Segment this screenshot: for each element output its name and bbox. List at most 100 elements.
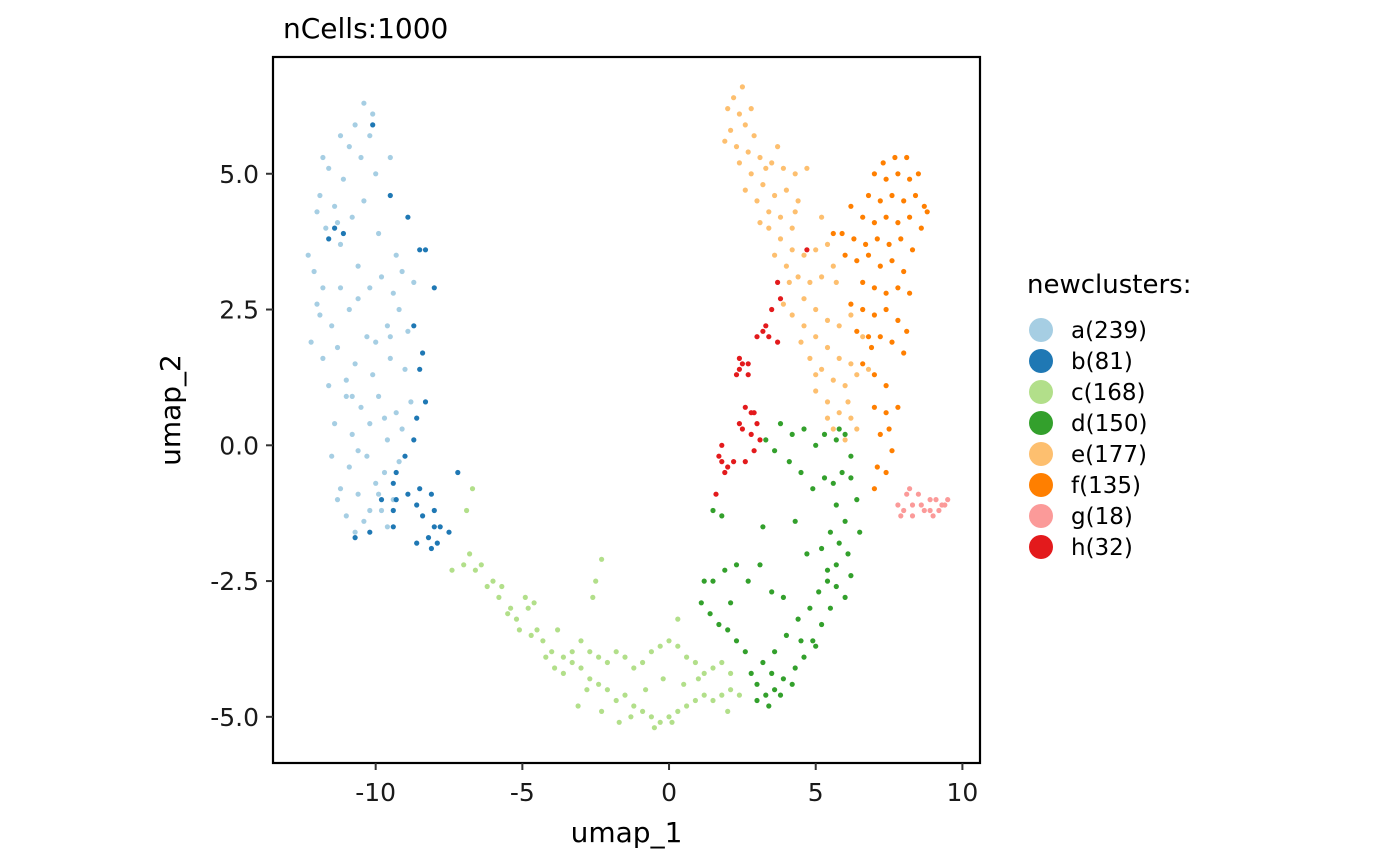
data-point <box>364 334 370 340</box>
legend-label: c(168) <box>1071 380 1146 406</box>
data-point <box>334 344 341 351</box>
data-point <box>757 154 763 161</box>
data-point <box>405 214 411 220</box>
data-point <box>733 638 740 644</box>
legend-key <box>1029 380 1053 404</box>
data-point <box>786 279 792 285</box>
data-point <box>909 247 916 253</box>
data-point <box>376 491 382 497</box>
data-point <box>414 415 420 421</box>
data-point <box>889 258 895 264</box>
data-point <box>326 165 332 171</box>
data-point <box>719 459 725 465</box>
data-point <box>648 649 655 655</box>
data-point <box>757 220 763 226</box>
data-point <box>801 323 807 329</box>
data-point <box>352 122 358 128</box>
data-point <box>860 334 866 340</box>
data-point <box>813 643 819 649</box>
data-point <box>739 361 746 367</box>
data-point <box>320 355 326 361</box>
data-point <box>725 708 731 715</box>
data-point <box>660 676 666 682</box>
data-point <box>731 459 737 465</box>
data-point <box>860 361 866 367</box>
data-point <box>317 312 323 318</box>
data-point <box>716 621 722 628</box>
data-point <box>472 567 478 573</box>
data-point <box>425 535 432 541</box>
x-tick-label: 5 <box>808 778 824 807</box>
legend-label: d(150) <box>1071 411 1147 437</box>
data-point <box>710 578 716 584</box>
data-point <box>783 263 790 269</box>
data-point <box>449 567 455 573</box>
data-point <box>367 285 373 291</box>
data-point <box>549 649 555 655</box>
data-point <box>763 437 769 443</box>
data-point <box>918 502 924 508</box>
data-point <box>710 507 716 514</box>
data-point <box>469 486 476 492</box>
data-point <box>760 524 766 530</box>
data-point <box>766 703 772 709</box>
data-point <box>346 144 352 150</box>
data-point <box>414 540 420 546</box>
data-point <box>836 410 842 416</box>
data-point <box>681 681 687 687</box>
data-point <box>895 285 901 291</box>
data-point <box>417 366 423 372</box>
data-point <box>901 268 907 275</box>
data-point <box>860 279 866 285</box>
series-6 <box>895 486 951 519</box>
data-point <box>722 567 728 573</box>
data-point <box>613 649 619 655</box>
data-point <box>868 344 875 351</box>
data-point <box>343 513 349 519</box>
data-point <box>358 404 364 410</box>
data-point <box>769 306 775 313</box>
data-point <box>722 469 728 476</box>
data-point <box>901 507 907 514</box>
data-point <box>742 404 748 410</box>
data-point <box>361 518 367 524</box>
data-point <box>877 263 883 269</box>
data-point <box>675 708 681 715</box>
data-point <box>384 323 390 329</box>
data-point <box>648 714 655 720</box>
data-point <box>915 491 922 497</box>
data-point <box>775 279 781 285</box>
data-point <box>748 171 754 177</box>
data-point <box>367 507 373 514</box>
y-axis: -5.0 -2.5 0.0 2.5 5.0 <box>210 160 273 732</box>
data-point <box>824 415 831 421</box>
data-point <box>813 247 819 253</box>
data-point <box>569 659 575 666</box>
data-point <box>337 241 344 247</box>
data-point <box>924 209 930 215</box>
data-point <box>842 383 848 389</box>
data-point <box>848 415 854 421</box>
legend-label: b(81) <box>1071 349 1133 375</box>
data-point <box>871 285 878 291</box>
data-point <box>748 106 754 112</box>
data-point <box>381 415 388 421</box>
x-tick-label: 0 <box>661 778 677 807</box>
data-point <box>390 290 396 296</box>
data-point <box>810 486 816 492</box>
data-point <box>748 670 754 677</box>
data-point <box>898 513 904 519</box>
data-point <box>839 230 845 237</box>
legend-label: g(18) <box>1071 504 1133 530</box>
data-point <box>871 486 878 492</box>
data-point <box>669 719 675 725</box>
data-point <box>428 545 434 552</box>
legend: newclusters: a(239) b(81) c(168) d(150) e(17… <box>1027 270 1191 561</box>
data-point <box>393 497 399 503</box>
data-point <box>792 665 798 671</box>
data-point <box>367 529 373 535</box>
data-point <box>871 372 878 378</box>
data-point <box>367 133 373 139</box>
data-point <box>777 214 784 220</box>
